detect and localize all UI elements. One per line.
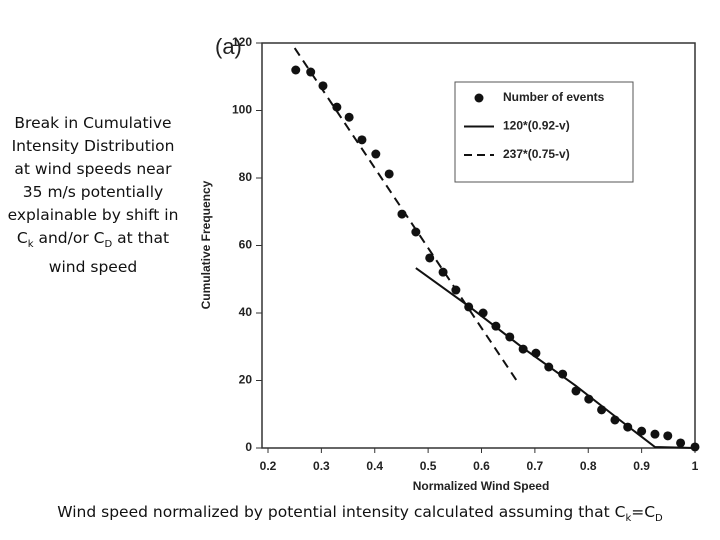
legend-label: 120*(0.92-v) — [503, 119, 570, 133]
y-axis-label: Cumulative Frequency — [199, 180, 213, 309]
legend-box — [454, 81, 634, 183]
y-tick-label: 80 — [239, 170, 253, 184]
data-point — [637, 426, 647, 436]
x-tick-label: 0.6 — [473, 459, 490, 473]
x-tick-label: 0.4 — [366, 459, 383, 473]
data-point — [384, 169, 394, 179]
caption: Wind speed normalized by potential inten… — [0, 503, 720, 524]
data-point — [332, 102, 342, 112]
text-part: and/or C — [33, 229, 105, 247]
subscript: D — [655, 513, 663, 525]
data-point — [371, 149, 381, 159]
subscript: D — [104, 239, 113, 251]
subscript: k — [27, 239, 34, 251]
data-point — [663, 431, 673, 441]
data-point — [650, 429, 660, 439]
x-tick-label: 0.2 — [260, 459, 277, 473]
text-part: Break in Cumulative Intensity Distributi… — [7, 114, 179, 247]
text-part: Wind speed normalized by potential inten… — [57, 503, 626, 521]
side-note: Break in Cumulative Intensity Distributi… — [3, 112, 183, 279]
legend-label: Number of events — [503, 90, 605, 104]
y-tick-label: 20 — [239, 373, 253, 387]
data-point — [425, 253, 435, 263]
data-point — [291, 65, 301, 75]
x-tick-label: 0.8 — [580, 459, 597, 473]
data-point — [676, 438, 686, 448]
x-tick-label: 0.9 — [633, 459, 650, 473]
data-point — [357, 135, 367, 145]
data-point — [411, 227, 421, 237]
y-tick-label: 60 — [239, 238, 253, 252]
subscript: k — [625, 513, 632, 525]
y-tick-label: 40 — [239, 305, 253, 319]
x-tick-label: 0.7 — [527, 459, 544, 473]
text-part: =C — [631, 503, 656, 521]
legend-label: 237*(0.75-v) — [503, 147, 570, 161]
y-tick-label: 0 — [245, 440, 252, 454]
text-part: at that wind speed — [48, 229, 170, 277]
data-point — [690, 442, 700, 452]
x-axis-label: Normalized Wind Speed — [413, 479, 550, 493]
x-tick-label: 1 — [692, 459, 699, 473]
y-tick-label: 120 — [232, 35, 252, 49]
x-tick-label: 0.5 — [420, 459, 437, 473]
fit-line — [415, 267, 696, 449]
x-tick-label: 0.3 — [313, 459, 330, 473]
panel-label: (a) — [215, 34, 242, 59]
data-point — [558, 369, 568, 379]
fit-line — [293, 47, 520, 385]
data-point — [344, 112, 354, 122]
y-tick-label: 100 — [232, 103, 252, 117]
legend-marker — [474, 93, 484, 103]
